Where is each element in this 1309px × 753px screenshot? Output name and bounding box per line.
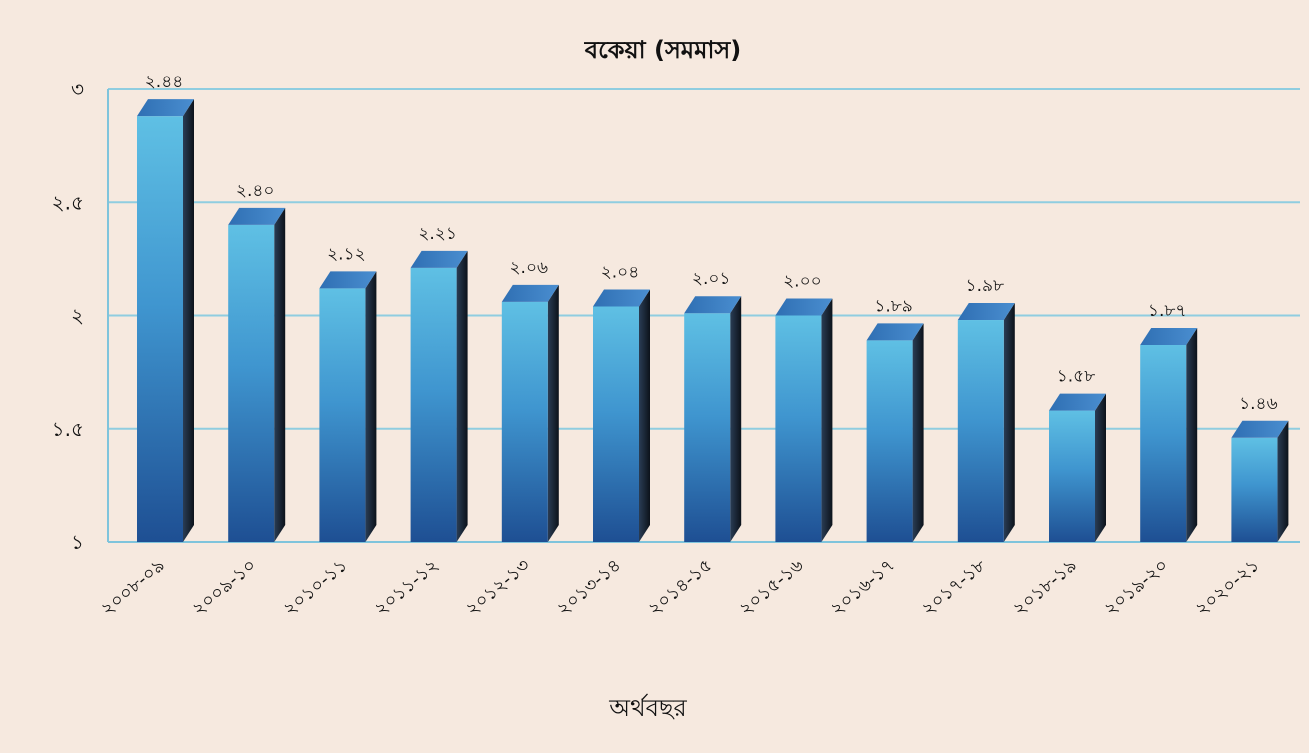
- bar: [1049, 393, 1106, 542]
- bar: [866, 323, 924, 542]
- bar: [228, 207, 286, 542]
- x-tick-label: ২০১২-১৩: [462, 555, 534, 620]
- bar-cap: [684, 296, 742, 314]
- bar: [593, 289, 650, 542]
- bar-cap: [866, 323, 924, 341]
- x-tick-label: ২০১৭-১৮: [918, 555, 990, 621]
- data-label: ১.৫৮: [1057, 367, 1096, 387]
- chart-title: বকেয়া (সমমাস): [584, 36, 742, 64]
- bar-cap: [228, 207, 286, 225]
- bar-side: [821, 298, 833, 542]
- bar-side: [1277, 420, 1289, 542]
- bar: [1231, 420, 1289, 542]
- bar-side: [730, 296, 742, 542]
- bar-cap: [1140, 327, 1198, 345]
- bar: [957, 303, 1015, 542]
- data-label: ১.৮৭: [1148, 301, 1187, 321]
- bar-front: [957, 320, 1004, 542]
- data-label: ২.৪৪: [145, 72, 184, 92]
- x-tick-label: ২০১৩-১৪: [553, 555, 625, 620]
- data-label: ২.০১: [692, 269, 731, 289]
- bar-side: [912, 323, 924, 542]
- y-tick-label: ১: [71, 530, 84, 554]
- bar-front: [410, 267, 457, 542]
- bar-front: [137, 116, 183, 543]
- bar-front: [593, 306, 639, 542]
- bar-cap: [1049, 393, 1106, 411]
- x-tick-label: ২০১৯-২০: [1100, 555, 1172, 620]
- bar-side: [547, 284, 559, 542]
- bars: [137, 99, 1289, 543]
- bar: [137, 99, 194, 543]
- bar-side: [639, 289, 650, 542]
- x-tick-label: ২০২০-২১: [1191, 555, 1263, 620]
- y-tick-label: ২.৫: [52, 190, 84, 214]
- x-tick-label: ২০১০-১১: [279, 555, 351, 620]
- data-label: ১.৮৯: [874, 296, 913, 316]
- bar: [410, 250, 468, 542]
- data-label: ২.১২: [327, 244, 366, 264]
- bar-side: [1095, 393, 1106, 542]
- bar: [1140, 327, 1198, 542]
- data-label: ২.০০: [783, 272, 822, 292]
- bar: [775, 298, 833, 542]
- bar-front: [501, 301, 548, 542]
- x-tick-label: ২০১৪-১৫: [644, 555, 716, 620]
- bar-cap: [137, 99, 194, 117]
- x-tick-label: ২০১৬-১৭: [827, 555, 899, 620]
- x-tick-label: ২০০৯-১০: [188, 555, 260, 620]
- bar-front: [1140, 344, 1187, 542]
- bar: [501, 284, 559, 542]
- data-label: ১.৯৮: [966, 276, 1005, 296]
- bar-cap: [410, 250, 468, 268]
- bar-cap: [775, 298, 833, 316]
- x-tick-label: ২০১৮-১৯: [1009, 555, 1081, 620]
- data-label: ২.৪০: [236, 181, 275, 201]
- x-tick-label: ২০১১-১২: [371, 555, 443, 620]
- data-label: ২.০৪: [601, 262, 640, 282]
- bar-side: [1003, 303, 1015, 542]
- x-tick-label: ২০১৫-১৬: [735, 555, 807, 621]
- bar-side: [274, 207, 286, 542]
- bar-front: [866, 340, 913, 542]
- bar-side: [1186, 327, 1198, 542]
- data-label: ২.০৬: [510, 258, 549, 278]
- bar-front: [775, 315, 822, 542]
- y-tick-label: ১.৫: [52, 417, 84, 441]
- bar-cap: [501, 284, 559, 302]
- y-tick-label: ৩: [71, 77, 84, 101]
- bar-cap: [1231, 420, 1289, 438]
- bar: [319, 271, 377, 542]
- bar-front: [228, 224, 275, 542]
- bar-front: [1049, 410, 1095, 542]
- data-label: ১.৪৬: [1239, 394, 1278, 414]
- bar-cap: [593, 289, 650, 307]
- x-tick-label: ২০০৮-০৯: [97, 555, 169, 620]
- bar-cap: [319, 271, 377, 289]
- bar-front: [319, 288, 366, 542]
- y-tick-label: ২: [71, 304, 84, 328]
- bar-side: [183, 99, 194, 543]
- data-label: ২.২১: [418, 224, 457, 244]
- bar-cap: [957, 303, 1015, 321]
- bar: [684, 296, 742, 542]
- bar-side: [456, 250, 468, 542]
- bar-side: [365, 271, 377, 542]
- x-axis-title: অর্থবছর: [608, 693, 687, 722]
- bar-front: [684, 313, 731, 542]
- bar-front: [1231, 437, 1278, 542]
